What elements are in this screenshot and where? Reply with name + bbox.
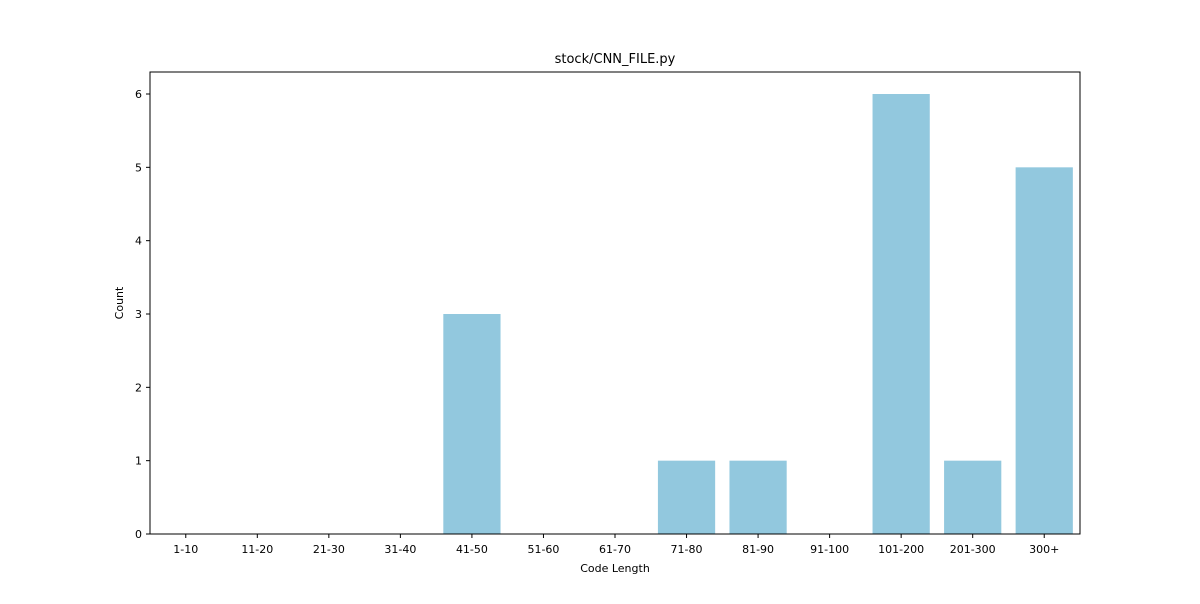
bar-41-50: [443, 314, 501, 534]
bar-81-90: [729, 460, 787, 534]
bar-71-80: [657, 460, 716, 534]
x-tick-label: 21-30: [313, 543, 345, 556]
x-tick-label: 101-200: [878, 543, 924, 556]
x-tick-label: 201-300: [950, 543, 996, 556]
y-tick-label: 0: [135, 528, 142, 541]
y-tick-label: 2: [135, 381, 142, 394]
x-tick-label: 300+: [1029, 543, 1059, 556]
x-tick-label: 51-60: [527, 543, 559, 556]
plot-frame: [149, 71, 1081, 535]
y-tick-label: 4: [135, 235, 142, 248]
x-tick-label: 61-70: [599, 543, 631, 556]
bar-300+: [1015, 167, 1073, 535]
x-tick-label: 1-10: [173, 543, 198, 556]
x-tick-label: 11-20: [241, 543, 273, 556]
x-tick-label: 41-50: [456, 543, 488, 556]
ticks-group: 1-10 11-20 21-30 31-40 41-50 51-60 61-70 71-80 8…: [135, 88, 1059, 556]
y-tick-label: 6: [135, 88, 142, 101]
x-tick-label: 71-80: [671, 543, 703, 556]
x-tick-label: 31-40: [384, 543, 416, 556]
y-axis-title: Count: [113, 286, 126, 319]
bar-201-300: [944, 460, 1002, 534]
bar-101-200: [872, 94, 930, 534]
chart-title: stock/CNN_FILE.py: [555, 52, 676, 67]
x-tick-label: 91-100: [810, 543, 849, 556]
y-tick-label: 3: [135, 308, 142, 321]
y-tick-label: 1: [135, 455, 142, 468]
bars-group: [443, 94, 1073, 535]
y-tick-label: 5: [135, 161, 142, 174]
x-axis-title: Code Length: [580, 562, 650, 575]
x-tick-label: 81-90: [742, 543, 774, 556]
